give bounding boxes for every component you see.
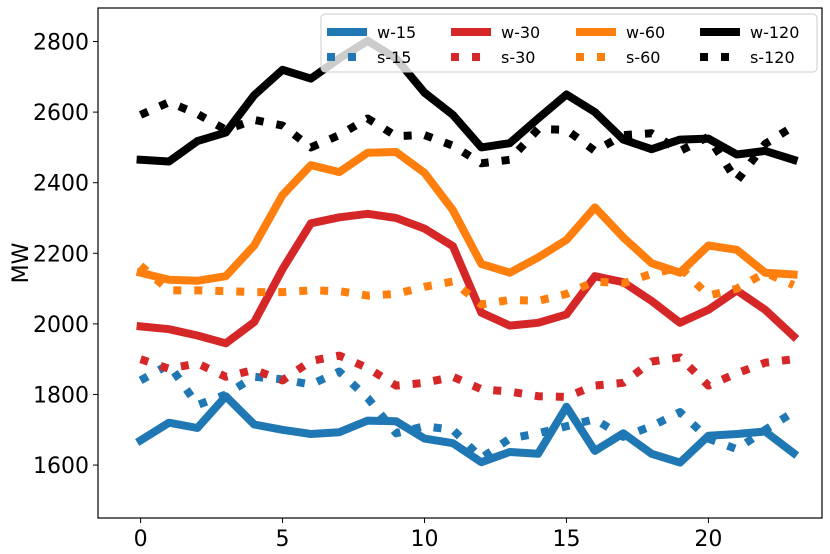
legend-label-s-120: s-120 bbox=[750, 48, 795, 67]
series-line-w-30 bbox=[136, 209, 800, 348]
series-line-s-120 bbox=[138, 98, 796, 185]
legend-label-s-15: s-15 bbox=[377, 48, 411, 67]
y-axis-label: MW bbox=[9, 242, 34, 283]
x-tick-label: 20 bbox=[694, 527, 722, 552]
x-tick-label: 15 bbox=[552, 527, 580, 552]
y-tick-label: 1800 bbox=[33, 383, 89, 408]
legend-label-w-60: w-60 bbox=[626, 23, 665, 42]
y-tick-label: 1600 bbox=[33, 454, 89, 479]
y-tick-label: 2400 bbox=[33, 172, 89, 197]
legend-label-w-15: w-15 bbox=[377, 23, 416, 42]
series-lines bbox=[135, 36, 800, 467]
series-line-s-60 bbox=[137, 262, 796, 309]
y-tick-label: 2600 bbox=[33, 101, 89, 126]
y-tick-label: 2000 bbox=[33, 313, 89, 338]
series-line-w-15 bbox=[135, 392, 800, 467]
x-tick-label: 0 bbox=[134, 527, 148, 552]
x-axis-ticks: 0 5 10 15 20 bbox=[134, 518, 722, 552]
series-line-w-60 bbox=[135, 148, 798, 285]
y-tick-label: 2200 bbox=[33, 242, 89, 267]
x-tick-label: 10 bbox=[411, 527, 439, 552]
plot-frame bbox=[97, 7, 823, 519]
y-tick-label: 2800 bbox=[33, 31, 89, 56]
legend-label-w-30: w-30 bbox=[501, 23, 540, 42]
x-tick-label: 5 bbox=[276, 527, 290, 552]
y-axis-ticks: 1600 1800 2000 2200 2400 2600 2800 bbox=[33, 31, 98, 479]
legend: w-15 s-15 w-30 s-30 w-60 s-60 w-120 s-120 bbox=[320, 13, 818, 73]
legend-label-s-60: s-60 bbox=[626, 48, 660, 67]
legend-label-w-120: w-120 bbox=[750, 23, 799, 42]
series-line-s-30 bbox=[139, 351, 795, 401]
legend-label-s-30: s-30 bbox=[501, 48, 535, 67]
legend-box bbox=[320, 13, 818, 73]
series-line-w-120 bbox=[136, 36, 799, 166]
